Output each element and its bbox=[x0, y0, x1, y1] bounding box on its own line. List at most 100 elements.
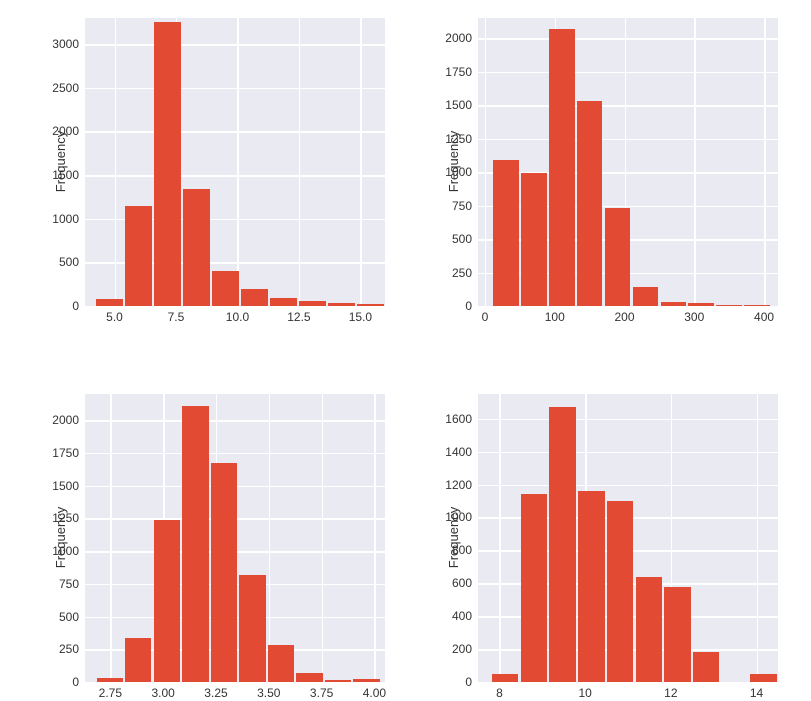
histogram-bar bbox=[328, 303, 355, 306]
y-tick-label: 2000 bbox=[422, 31, 472, 45]
x-tick-label: 5.0 bbox=[106, 310, 123, 324]
histogram-bar bbox=[97, 678, 123, 682]
x-tick-label: 3.75 bbox=[310, 686, 333, 700]
y-tick-label: 0 bbox=[422, 675, 472, 689]
grid-line bbox=[85, 453, 385, 455]
y-tick-label: 250 bbox=[29, 642, 79, 656]
subplot-bottom-left: Frequency2.753.003.253.503.754.000250500… bbox=[85, 394, 385, 682]
histogram-bar bbox=[605, 208, 631, 306]
x-tick-label: 10 bbox=[578, 686, 591, 700]
grid-line bbox=[478, 139, 778, 141]
x-tick-label: 10.0 bbox=[226, 310, 249, 324]
histogram-bar bbox=[549, 29, 575, 306]
histogram-bar bbox=[325, 680, 351, 682]
y-tick-label: 0 bbox=[29, 299, 79, 313]
grid-line bbox=[85, 682, 385, 684]
histogram-bar bbox=[636, 577, 662, 682]
plot-area bbox=[85, 394, 385, 682]
histogram-bar bbox=[268, 645, 294, 682]
histogram-bar bbox=[577, 101, 603, 306]
histogram-bar bbox=[716, 305, 742, 306]
y-tick-label: 3000 bbox=[29, 37, 79, 51]
grid-line bbox=[85, 306, 385, 308]
y-tick-label: 1600 bbox=[422, 412, 472, 426]
x-tick-label: 300 bbox=[684, 310, 704, 324]
grid-line bbox=[85, 420, 385, 422]
grid-line bbox=[115, 18, 117, 306]
histogram-bar bbox=[182, 406, 208, 682]
x-tick-label: 3.00 bbox=[151, 686, 174, 700]
y-tick-label: 250 bbox=[422, 266, 472, 280]
figure: Frequency5.07.510.012.515.00500100015002… bbox=[0, 0, 811, 701]
histogram-bar bbox=[239, 575, 265, 682]
plot-area bbox=[478, 18, 778, 306]
grid-line bbox=[478, 485, 778, 487]
y-tick-label: 1000 bbox=[29, 544, 79, 558]
grid-line bbox=[299, 18, 301, 306]
y-tick-label: 0 bbox=[29, 675, 79, 689]
histogram-bar bbox=[661, 302, 687, 306]
histogram-bar bbox=[299, 301, 326, 306]
x-tick-label: 8 bbox=[496, 686, 503, 700]
x-tick-label: 0 bbox=[482, 310, 489, 324]
histogram-bar bbox=[607, 501, 633, 682]
y-tick-label: 1250 bbox=[422, 132, 472, 146]
y-tick-label: 500 bbox=[422, 232, 472, 246]
histogram-bar bbox=[549, 407, 575, 682]
y-tick-label: 400 bbox=[422, 609, 472, 623]
plot-area bbox=[478, 394, 778, 682]
histogram-bar bbox=[744, 305, 770, 306]
y-tick-label: 2000 bbox=[29, 413, 79, 427]
histogram-bar bbox=[750, 674, 776, 682]
histogram-bar bbox=[296, 673, 322, 682]
histogram-bar bbox=[212, 271, 239, 306]
y-tick-label: 800 bbox=[422, 543, 472, 557]
plot-area bbox=[85, 18, 385, 306]
histogram-bar bbox=[693, 652, 719, 682]
histogram-bar bbox=[493, 160, 519, 306]
y-tick-label: 200 bbox=[422, 642, 472, 656]
x-tick-label: 7.5 bbox=[168, 310, 185, 324]
y-tick-label: 1400 bbox=[422, 445, 472, 459]
y-tick-label: 600 bbox=[422, 576, 472, 590]
y-tick-label: 1750 bbox=[422, 65, 472, 79]
histogram-bar bbox=[578, 491, 604, 682]
subplot-top-left: Frequency5.07.510.012.515.00500100015002… bbox=[85, 18, 385, 306]
grid-line bbox=[478, 306, 778, 308]
subplot-top-right: Frequency0100200300400025050075010001250… bbox=[478, 18, 778, 306]
y-tick-label: 0 bbox=[422, 299, 472, 313]
y-tick-label: 1000 bbox=[422, 165, 472, 179]
y-tick-label: 2000 bbox=[29, 124, 79, 138]
grid-line bbox=[478, 38, 778, 40]
histogram-bar bbox=[664, 587, 690, 682]
y-tick-label: 1000 bbox=[29, 212, 79, 226]
grid-line bbox=[478, 682, 778, 684]
x-tick-label: 3.25 bbox=[204, 686, 227, 700]
x-tick-label: 100 bbox=[545, 310, 565, 324]
histogram-bar bbox=[492, 674, 518, 682]
y-tick-label: 1200 bbox=[422, 478, 472, 492]
x-tick-label: 12 bbox=[664, 686, 677, 700]
histogram-bar bbox=[154, 22, 181, 306]
histogram-bar bbox=[154, 520, 180, 682]
x-tick-label: 4.00 bbox=[363, 686, 386, 700]
histogram-bar bbox=[125, 638, 151, 683]
grid-line bbox=[478, 452, 778, 454]
grid-line bbox=[485, 18, 487, 306]
grid-line bbox=[85, 131, 385, 133]
subplot-bottom-right: Frequency8101214020040060080010001200140… bbox=[478, 394, 778, 682]
grid-line bbox=[360, 18, 362, 306]
histogram-bar bbox=[357, 304, 384, 306]
histogram-bar bbox=[353, 679, 379, 682]
grid-line bbox=[374, 394, 376, 682]
y-tick-label: 1250 bbox=[29, 511, 79, 525]
grid-line bbox=[322, 394, 324, 682]
histogram-bar bbox=[183, 189, 210, 306]
y-tick-label: 500 bbox=[29, 255, 79, 269]
y-tick-label: 1500 bbox=[422, 98, 472, 112]
grid-line bbox=[85, 175, 385, 177]
y-tick-label: 2500 bbox=[29, 81, 79, 95]
x-tick-label: 12.5 bbox=[287, 310, 310, 324]
grid-line bbox=[499, 394, 501, 682]
y-tick-label: 750 bbox=[422, 199, 472, 213]
